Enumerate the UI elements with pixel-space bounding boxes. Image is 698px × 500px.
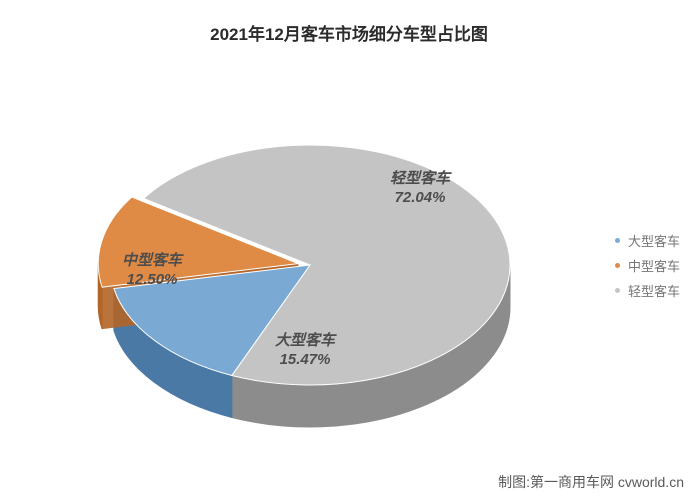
legend-dot-light — [615, 288, 620, 293]
chart-title: 2021年12月客车市场细分车型占比图 — [0, 20, 698, 45]
legend-dot-large — [615, 238, 620, 243]
legend-label-light: 轻型客车 — [628, 281, 680, 300]
legend-label-medium: 中型客车 — [628, 256, 680, 275]
pie-svg — [70, 80, 550, 460]
legend-item-light: 轻型客车 — [615, 281, 680, 300]
legend-item-medium: 中型客车 — [615, 256, 680, 275]
legend-label-large: 大型客车 — [628, 231, 680, 250]
legend-dot-medium — [615, 263, 620, 268]
pie-chart: 大型客车 15.47% 中型客车 12.50% 轻型客车 72.04% — [70, 80, 510, 420]
legend: 大型客车 中型客车 轻型客车 — [615, 225, 680, 306]
legend-item-large: 大型客车 — [615, 231, 680, 250]
chart-container: 2021年12月客车市场细分车型占比图 大型客车 15.47% 中型客车 12.… — [0, 0, 698, 500]
credit-text: 制图:第一商用车网 cvworld.cn — [498, 472, 684, 492]
